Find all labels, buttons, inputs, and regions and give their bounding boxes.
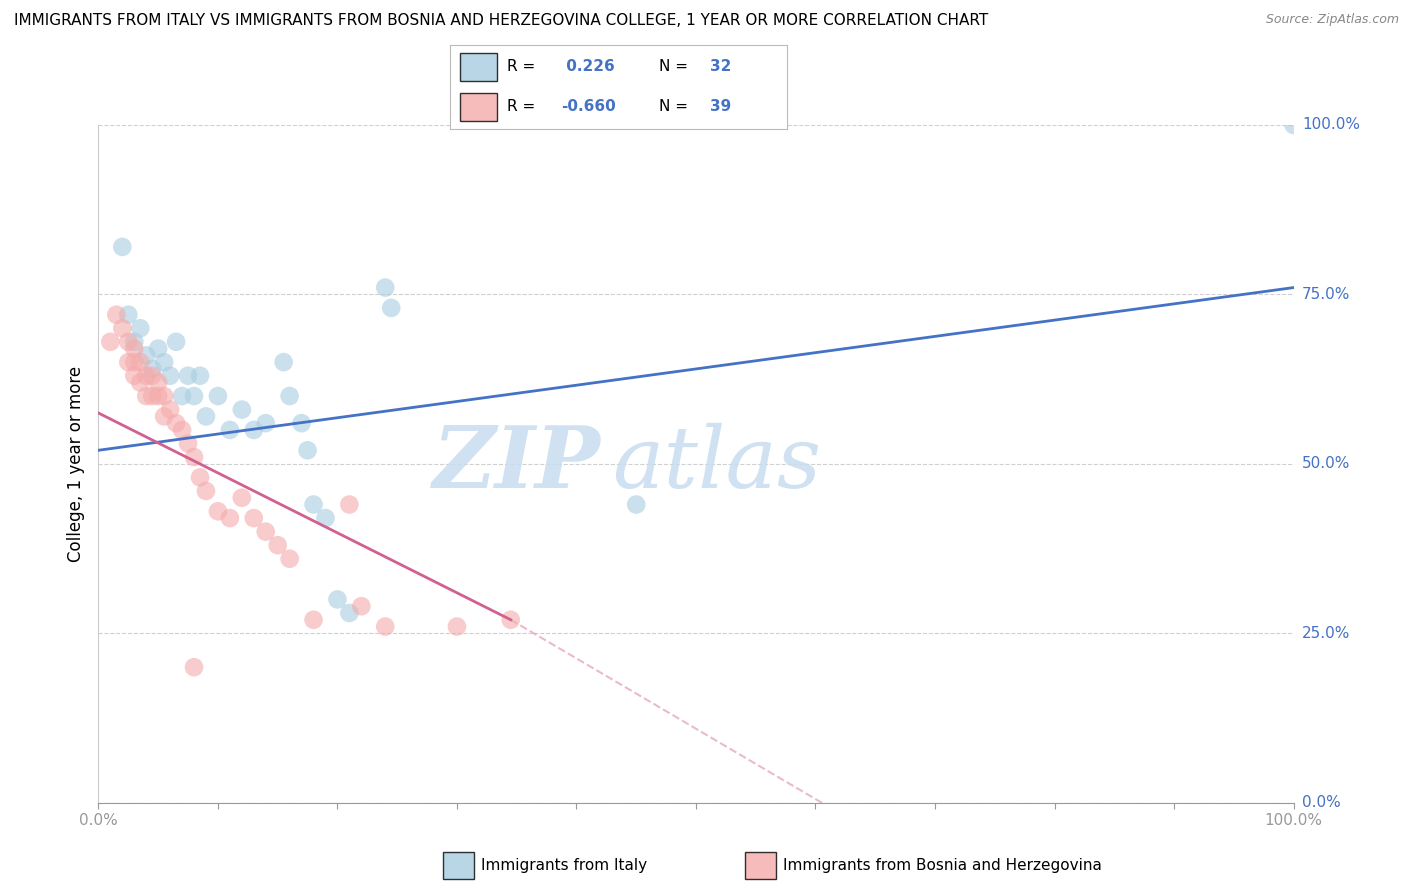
Point [267,538,290,552]
Point [148,376,170,390]
Text: N =: N = [659,99,688,114]
Text: Source: ZipAtlas.com: Source: ZipAtlas.com [1265,13,1399,27]
Point [624,498,647,512]
FancyBboxPatch shape [460,93,498,120]
Point [153,409,176,424]
Text: -0.660: -0.660 [561,99,616,114]
Point [254,416,277,430]
Y-axis label: College, 1 year or more: College, 1 year or more [66,366,84,562]
Point [278,551,301,566]
Point [183,450,205,464]
Point [141,389,163,403]
Text: 25.0%: 25.0% [1302,626,1350,640]
Point [231,491,253,505]
Point [165,334,187,349]
Text: ZIP: ZIP [433,422,600,506]
Point [194,409,217,424]
Point [183,389,205,403]
Point [326,592,349,607]
Point [111,321,134,335]
Point [124,368,146,383]
Point [124,355,146,369]
Point [148,342,170,356]
Point [243,511,266,525]
Point [111,240,134,254]
Point [148,389,170,403]
Point [337,606,360,620]
Point [1282,118,1305,132]
Point [374,280,396,294]
FancyBboxPatch shape [460,54,498,81]
Point [207,504,229,518]
Point [117,308,139,322]
Point [231,402,253,417]
Text: 32: 32 [710,59,731,74]
Point [172,389,194,403]
Point [105,308,128,322]
Text: Immigrants from Bosnia and Herzegovina: Immigrants from Bosnia and Herzegovina [783,858,1102,872]
Point [135,348,157,362]
Point [177,436,200,450]
Point [337,498,360,512]
Point [124,342,146,356]
Point [297,443,319,458]
Point [273,355,295,369]
Text: R =: R = [508,99,536,114]
Point [188,368,211,383]
Point [177,368,200,383]
Point [117,355,139,369]
Point [207,389,229,403]
Point [290,416,312,430]
Point [254,524,277,539]
Text: 100.0%: 100.0% [1302,118,1360,132]
Point [194,483,217,498]
Point [315,511,337,525]
Point [188,470,211,484]
Point [278,389,301,403]
Point [499,613,522,627]
Point [159,368,181,383]
Point [129,321,152,335]
Point [219,423,242,437]
Text: 50.0%: 50.0% [1302,457,1350,471]
Point [243,423,266,437]
Point [219,511,242,525]
Point [153,355,176,369]
Text: 0.0%: 0.0% [1302,796,1340,810]
Text: 39: 39 [710,99,731,114]
Point [135,389,157,403]
Point [98,334,122,349]
Point [141,362,163,376]
Point [135,368,157,383]
Point [380,301,402,315]
Point [302,498,325,512]
Text: 0.226: 0.226 [561,59,614,74]
Point [153,389,176,403]
Text: atlas: atlas [612,423,821,505]
Point [159,402,181,417]
Point [165,416,187,430]
Point [183,660,205,674]
Text: 75.0%: 75.0% [1302,287,1350,301]
Point [302,613,325,627]
Text: Immigrants from Italy: Immigrants from Italy [481,858,647,872]
Point [129,355,152,369]
Point [129,376,152,390]
Text: N =: N = [659,59,688,74]
Point [117,334,139,349]
Point [172,423,194,437]
Point [124,334,146,349]
Point [350,599,373,614]
Point [374,619,396,633]
Point [141,368,163,383]
Text: IMMIGRANTS FROM ITALY VS IMMIGRANTS FROM BOSNIA AND HERZEGOVINA COLLEGE, 1 YEAR : IMMIGRANTS FROM ITALY VS IMMIGRANTS FROM… [14,13,988,29]
Text: R =: R = [508,59,536,74]
Point [446,619,468,633]
